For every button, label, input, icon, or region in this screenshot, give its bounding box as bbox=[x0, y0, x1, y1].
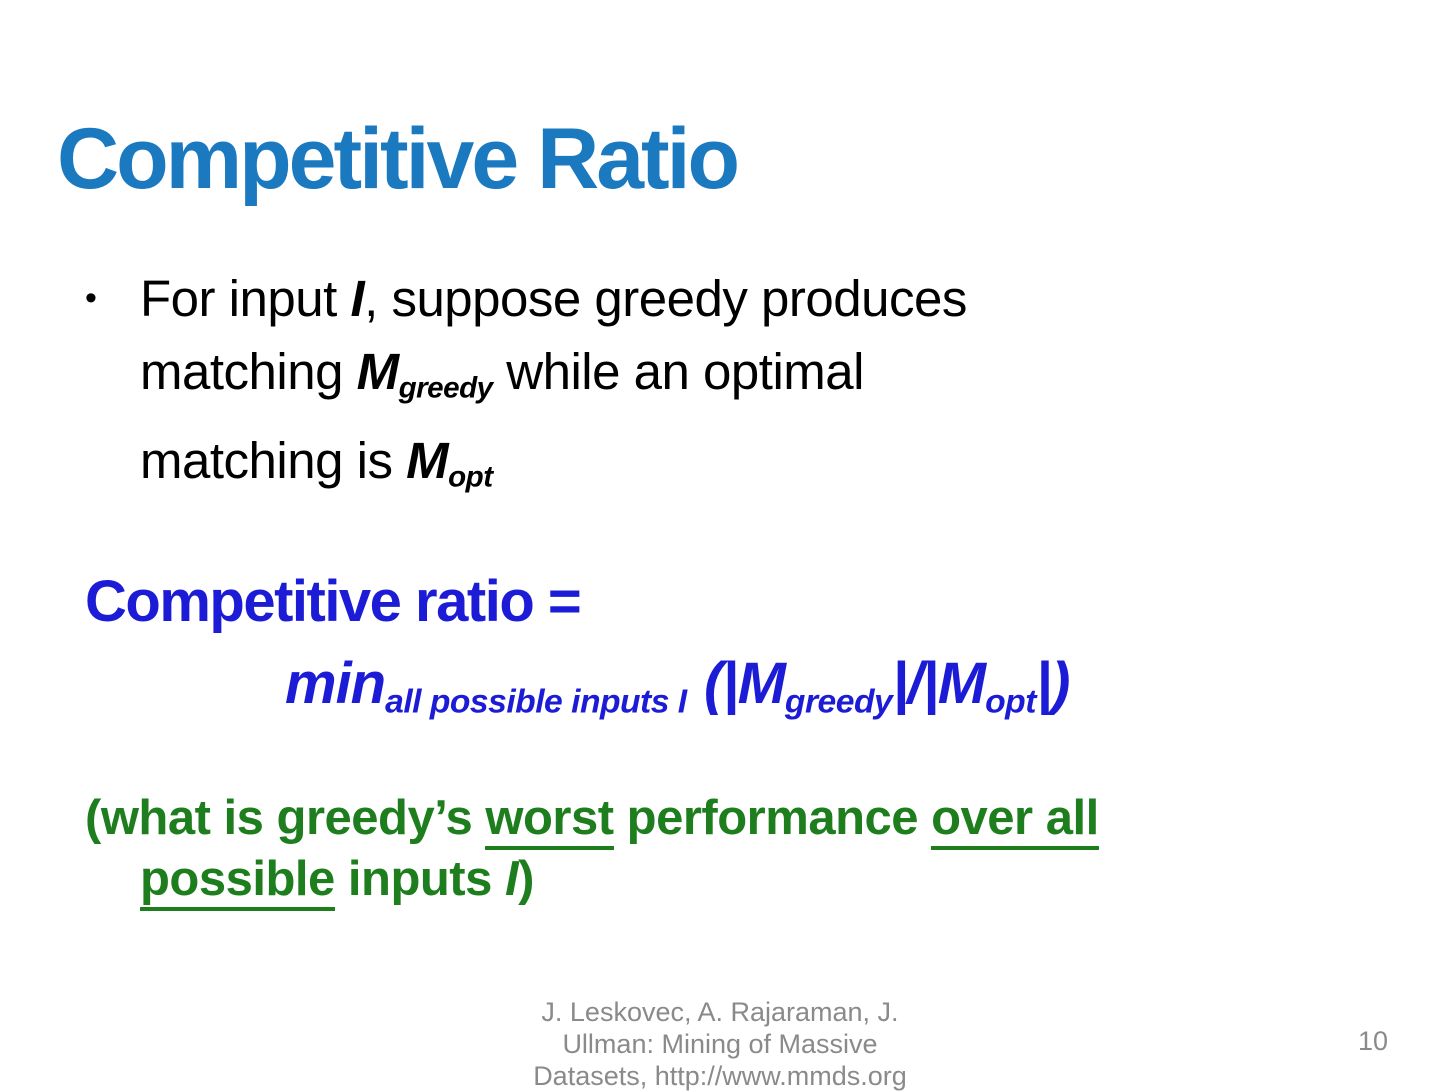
min-operator: min bbox=[285, 651, 386, 716]
citation-line-2: Ullman: Mining of Massive bbox=[562, 1029, 878, 1059]
bullet-line-1: For input I, suppose greedy produces bbox=[140, 262, 967, 335]
formula-var-M-opt: M bbox=[937, 651, 986, 716]
note-underlined-over-all: over all bbox=[931, 791, 1099, 850]
bullet-line2-var-M: M bbox=[356, 343, 399, 400]
formula-divider: |/| bbox=[892, 651, 939, 716]
note-underlined-possible: possible bbox=[140, 852, 335, 911]
note-line-2: possible inputs I) bbox=[85, 849, 1099, 911]
open-paren: (| bbox=[704, 651, 739, 716]
note-seg1: (what is greedy’s bbox=[85, 791, 486, 845]
bullet-line1-post: , suppose greedy produces bbox=[364, 270, 967, 327]
bullet-line1-var-I: I bbox=[350, 270, 365, 327]
bullet-line-2: matching Mgreedy while an optimal bbox=[140, 335, 967, 424]
bullet-line-3: matching is Mopt bbox=[140, 424, 967, 513]
note-seg2: performance bbox=[613, 791, 932, 845]
formula-expression: (|Mgreedy|/|Mopt|) bbox=[704, 651, 1071, 720]
bullet-text: For input I, suppose greedy produces mat… bbox=[140, 262, 967, 514]
formula-line: minall possible inputs I (|Mgreedy|/|Mopt… bbox=[285, 650, 1071, 721]
bullet-line2-pre: matching bbox=[140, 343, 357, 400]
formula-sub-opt: opt bbox=[985, 683, 1036, 721]
note-seg3: inputs bbox=[334, 852, 505, 906]
formula-heading: Competitive ratio = bbox=[85, 569, 582, 634]
slide-title: Competitive Ratio bbox=[57, 110, 740, 207]
bullet-item: • For input I, suppose greedy produces m… bbox=[85, 262, 967, 514]
note-underlined-worst: worst bbox=[485, 791, 614, 850]
bullet-marker: • bbox=[85, 279, 97, 317]
bullet-line3-subscript: opt bbox=[448, 460, 493, 494]
formula-var-M-greedy: M bbox=[737, 651, 786, 716]
page-number: 10 bbox=[1357, 1026, 1388, 1056]
citation-line-3: Datasets, http://www.mmds.org bbox=[533, 1061, 907, 1091]
bullet-line3-pre: matching is bbox=[140, 432, 407, 490]
formula-sub-greedy: greedy bbox=[784, 683, 893, 721]
bullet-line3-var-M: M bbox=[406, 432, 449, 490]
min-subscript: all possible inputs I bbox=[385, 683, 687, 721]
citation-line-1: J. Leskovec, A. Rajaraman, J. bbox=[541, 997, 899, 1027]
note-paragraph: (what is greedy’s worst performance over… bbox=[85, 788, 1099, 911]
note-line-1: (what is greedy’s worst performance over… bbox=[85, 788, 1099, 850]
footer-citation: J. Leskovec, A. Rajaraman, J. Ullman: Mi… bbox=[0, 996, 1440, 1092]
note-var-I: I bbox=[505, 852, 519, 906]
bullet-line2-post: while an optimal bbox=[492, 343, 864, 400]
bullet-line1-pre: For input bbox=[140, 270, 351, 327]
note-seg4: ) bbox=[518, 852, 534, 906]
close-paren: |) bbox=[1035, 651, 1071, 716]
bullet-line2-subscript: greedy bbox=[398, 371, 494, 405]
